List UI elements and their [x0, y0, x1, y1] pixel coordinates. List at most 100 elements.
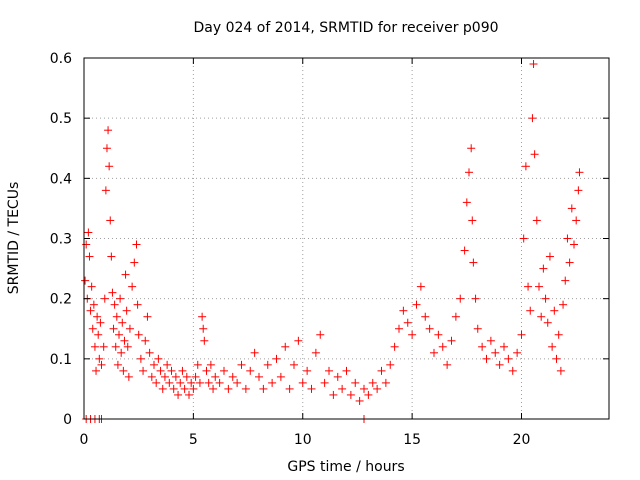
data-point: [311, 348, 320, 357]
data-point: [519, 234, 528, 243]
data-point: [171, 372, 180, 381]
data-point: [467, 144, 476, 153]
y-tick-label: 0.5: [50, 111, 72, 127]
data-point: [565, 258, 574, 267]
data-point: [495, 360, 504, 369]
data-point: [200, 336, 209, 345]
data-point: [373, 384, 382, 393]
data-point: [120, 336, 129, 345]
chart-title: Day 024 of 2014, SRMTID for receiver p09…: [193, 20, 498, 36]
data-point: [364, 390, 373, 399]
data-point: [548, 342, 557, 351]
data-point: [136, 354, 145, 363]
data-point: [198, 312, 207, 321]
data-point: [294, 336, 303, 345]
data-point: [100, 294, 109, 303]
data-point: [338, 384, 347, 393]
data-point: [108, 288, 117, 297]
data-point: [132, 240, 141, 249]
data-point: [554, 330, 563, 339]
data-point: [443, 360, 452, 369]
data-point: [425, 324, 434, 333]
data-point: [456, 294, 465, 303]
data-point: [228, 372, 237, 381]
data-point: [206, 360, 215, 369]
data-point: [469, 258, 478, 267]
data-point: [307, 384, 316, 393]
data-point: [185, 390, 193, 399]
data-point: [468, 216, 477, 225]
data-point: [508, 366, 517, 375]
data-point: [386, 360, 395, 369]
data-point: [160, 372, 169, 381]
data-point: [152, 378, 161, 387]
data-point: [355, 396, 364, 405]
data-point: [543, 318, 552, 327]
data-point: [158, 384, 167, 393]
data-point: [105, 162, 114, 171]
data-point: [528, 114, 537, 123]
data-point: [99, 342, 108, 351]
data-point: [202, 366, 211, 375]
data-point: [574, 186, 583, 195]
data-point: [408, 330, 417, 339]
data-point: [95, 354, 104, 363]
data-point: [109, 324, 118, 333]
data-point: [325, 366, 333, 375]
data-point: [81, 276, 90, 285]
data-point: [263, 360, 272, 369]
data-point: [395, 324, 403, 333]
data-point: [491, 348, 500, 357]
data-point: [526, 306, 535, 315]
data-point: [517, 330, 526, 339]
data-point: [117, 348, 126, 357]
data-point: [141, 336, 150, 345]
data-point: [486, 336, 495, 345]
data-point: [124, 372, 133, 381]
plot-frame: [83, 57, 610, 420]
data-point: [195, 378, 204, 387]
data-point: [165, 378, 174, 387]
data-point: [250, 348, 259, 357]
data-point: [107, 252, 116, 261]
data-point: [268, 378, 277, 387]
data-point: [147, 372, 156, 381]
y-tick-labels: 0 0.1 0.2 0.3 0.4 0.5 0.6: [50, 51, 72, 428]
data-point: [535, 282, 543, 291]
data-point: [112, 312, 121, 321]
data-point: [390, 342, 399, 351]
data-point: [220, 366, 228, 375]
data-point: [106, 216, 115, 225]
x-tick-label: 0: [80, 432, 89, 448]
data-point: [381, 378, 390, 387]
data-point: [513, 348, 522, 357]
data-point: [351, 378, 360, 387]
y-tick-label: 0.6: [50, 51, 72, 67]
data-point: [438, 342, 447, 351]
data-point: [460, 246, 469, 255]
data-point: [360, 384, 368, 393]
data-point: [156, 366, 165, 375]
y-tick-label: 0.1: [50, 352, 72, 368]
y-tick-label: 0.4: [50, 171, 72, 187]
y-tick-label: 0.3: [50, 232, 72, 248]
data-point: [115, 330, 123, 339]
data-point: [290, 360, 298, 369]
data-point: [447, 336, 456, 345]
x-axis-label: GPS time / hours: [287, 459, 404, 475]
data-point: [462, 198, 471, 207]
data-point: [524, 282, 533, 291]
data-point: [342, 366, 351, 375]
data-point: [113, 360, 122, 369]
data-point: [128, 282, 137, 291]
data-point: [399, 306, 408, 315]
data-point: [143, 312, 152, 321]
data-point: [550, 306, 559, 315]
y-tick-label: 0.2: [50, 292, 72, 308]
data-point: [377, 366, 386, 375]
data-point: [123, 342, 132, 351]
data-point: [537, 312, 546, 321]
data-point: [451, 312, 460, 321]
data-point: [97, 360, 106, 369]
